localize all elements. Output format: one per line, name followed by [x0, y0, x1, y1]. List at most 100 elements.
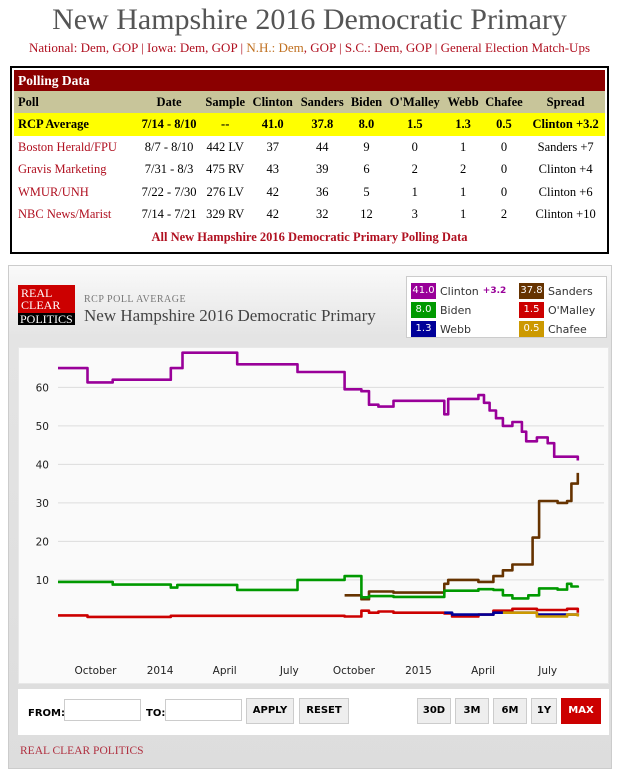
table-cell: 1: [459, 207, 467, 222]
x-tick-label: April: [471, 665, 495, 677]
table-cell: 37: [266, 139, 279, 154]
table-cell: Clinton +6: [538, 184, 593, 199]
column-header: Sample: [201, 91, 249, 113]
rcp-average-row: RCP Average 7/14 - 8/10 -- 41.0 37.8 8.0 1.5 1.…: [14, 113, 605, 136]
table-row: NBC News/Marist 7/14 - 7/21 329 RV 42 32 12 3 1…: [14, 204, 605, 227]
poll-link[interactable]: WMUR/UNH: [18, 184, 89, 199]
table-cell: 43: [266, 162, 279, 177]
table-cell: 276 LV: [206, 184, 244, 199]
logo-text-clear: CLEAR: [21, 298, 61, 312]
chart-title: New Hampshire 2016 Democratic Primary: [84, 306, 376, 325]
table-cell: 0: [500, 139, 508, 154]
table-cell: 1: [459, 184, 467, 199]
rcp-logo: REAL CLEAR POLITICS: [18, 285, 75, 325]
table-cell: 0: [411, 139, 418, 154]
link-sc-gop[interactable]: GOP: [405, 40, 432, 55]
range-button-6m[interactable]: 6M: [493, 698, 527, 724]
legend-item: 41.0 Clinton +3.2: [411, 283, 506, 299]
line-chart: 10 20 30 40 50 60 October 2014 April July October 2…: [36, 351, 604, 677]
legend-value-swatch: 0.5: [519, 321, 544, 337]
table-cell: Clinton +3.2: [526, 113, 605, 136]
table-cell: 2: [411, 162, 418, 177]
apply-button[interactable]: APPLY: [246, 698, 294, 724]
legend-item: 1.5 O'Malley: [519, 302, 595, 318]
link-general-election[interactable]: General Election Match-Ups: [440, 40, 591, 55]
legend-name: Clinton: [440, 284, 479, 298]
link-iowa-gop[interactable]: GOP: [211, 40, 238, 55]
range-button-30d[interactable]: 30D: [417, 698, 451, 724]
legend-value-swatch: 8.0: [411, 302, 436, 318]
to-date-input[interactable]: [165, 699, 242, 721]
y-tick-label: 20: [36, 536, 49, 548]
link-national-dem[interactable]: Dem: [80, 40, 106, 55]
table-cell: 7/14 - 8/10: [136, 113, 202, 136]
y-tick-label: 40: [36, 459, 49, 471]
table-cell: 8/7 - 8/10: [144, 139, 194, 154]
link-national-gop[interactable]: GOP: [112, 40, 138, 55]
plot-area: 10 20 30 40 50 60 October 2014 April July October 2…: [18, 347, 609, 684]
label-sc: S.C.:: [344, 40, 371, 55]
all-polling-data-link[interactable]: All New Hampshire 2016 Democratic Primar…: [151, 230, 468, 244]
logo-text-politics: POLITICS: [18, 313, 75, 325]
link-iowa-dem[interactable]: Dem: [179, 40, 206, 55]
y-tick-label: 60: [36, 382, 49, 394]
table-cell: 1.3: [444, 113, 482, 136]
table-header-row: Poll Date Sample Clinton Sanders Biden O'Malle…: [14, 91, 605, 113]
rcp-chart-widget: REAL CLEAR POLITICS RCP POLL AVERAGE New …: [8, 265, 612, 769]
table-cell: 2: [459, 162, 467, 177]
table-cell: 7/22 - 7/30: [141, 184, 197, 199]
table-row: Gravis Marketing 7/31 - 8/3 475 RV 43 39 6 2 2 0…: [14, 159, 605, 182]
from-date-input[interactable]: [64, 699, 141, 721]
polling-data-table: Polling Data Poll Date Sample Clinton Sander…: [10, 66, 609, 254]
table-cell: 36: [316, 184, 329, 199]
legend-name: Webb: [440, 322, 471, 336]
table-row: WMUR/UNH 7/22 - 7/30 276 LV 42 36 5 1 1 0 Clinton…: [14, 181, 605, 204]
legend-name: Sanders: [548, 284, 593, 298]
poll-link[interactable]: Gravis Marketing: [18, 162, 107, 177]
table-cell: 1: [411, 184, 418, 199]
legend-spread: +3.2: [482, 286, 507, 296]
column-header: Date: [136, 91, 202, 113]
series-line-biden: [58, 574, 580, 600]
table-cell: 9: [363, 139, 370, 154]
table-cell: 7/31 - 8/3: [144, 162, 194, 177]
table-cell: Sanders +7: [537, 139, 594, 154]
table-cell: 39: [316, 162, 329, 177]
column-header: O'Malley: [385, 91, 445, 113]
table-cell: 329 RV: [206, 207, 245, 222]
chart-legend: 41.0 Clinton +3.2 37.8 Sanders 8.0 Biden 1.5 O'M…: [406, 276, 607, 338]
poll-link[interactable]: NBC News/Marist: [18, 207, 112, 222]
link-nh-gop[interactable]: GOP: [310, 40, 336, 55]
legend-value-swatch: 37.8: [519, 283, 544, 299]
table-cell: 42: [266, 207, 279, 222]
table-cell: 32: [316, 207, 329, 222]
table-row: Boston Herald/FPU 8/7 - 8/10 442 LV 37 44 9 0 1…: [14, 136, 605, 159]
range-button-1y[interactable]: 1Y: [531, 698, 557, 724]
link-nh-dem[interactable]: Dem: [278, 40, 304, 55]
page-title: New Hampshire 2016 Democratic Primary: [52, 3, 567, 36]
table-cell: 3: [411, 207, 418, 222]
table-cell: 42: [266, 184, 279, 199]
logo-text-real: REAL: [21, 286, 53, 300]
date-range-controls: FROM: TO: APPLY RESET 30D 3M 6M 1Y MAX: [18, 689, 609, 735]
from-label: FROM:: [28, 708, 65, 719]
series-line-sanders: [344, 472, 580, 601]
race-links: National: Dem, GOP | Iowa: Dem, GOP | N.…: [28, 40, 591, 55]
reset-button[interactable]: RESET: [299, 698, 349, 724]
legend-value-swatch: 1.3: [411, 321, 436, 337]
legend-value-swatch: 1.5: [519, 302, 544, 318]
chart-subtitle: RCP POLL AVERAGE: [84, 294, 187, 305]
link-sc-dem[interactable]: Dem: [374, 40, 400, 55]
column-header: Chafee: [481, 91, 527, 113]
column-header: Poll: [14, 91, 137, 113]
x-tick-label: July: [537, 665, 557, 677]
table-cell: 44: [316, 139, 329, 154]
range-button-max[interactable]: MAX: [561, 698, 601, 724]
y-tick-label: 50: [36, 421, 49, 433]
table-cell: 442 LV: [206, 139, 244, 154]
footer-rcp-link[interactable]: REAL CLEAR POLITICS: [20, 745, 144, 757]
poll-link[interactable]: Boston Herald/FPU: [18, 139, 117, 154]
table-cell: 7/14 - 7/21: [141, 207, 197, 222]
table-cell: 8.0: [347, 113, 386, 136]
range-button-3m[interactable]: 3M: [455, 698, 489, 724]
